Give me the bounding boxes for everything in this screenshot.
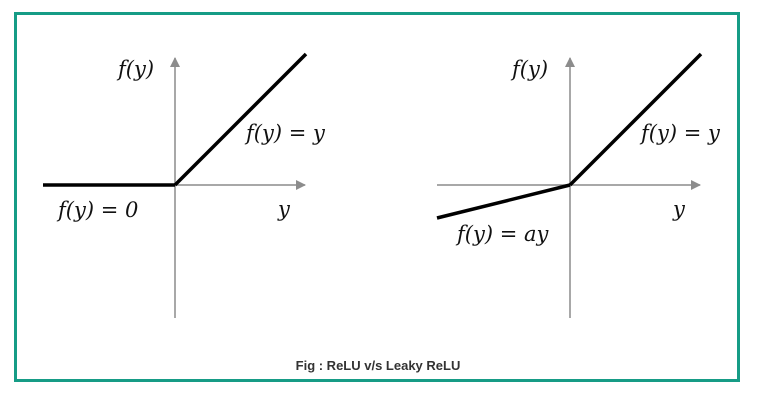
figure-frame <box>14 12 740 382</box>
leaky-relu-panel: f(y) y f(y) = y f(y) = ay <box>436 52 721 318</box>
leaky-positive-label: f(y) = y <box>639 121 721 145</box>
relu-positive-line <box>173 52 308 187</box>
leaky-negative-line <box>436 183 571 220</box>
figure-caption: Fig : ReLU v/s Leaky ReLU <box>296 358 461 373</box>
relu-y-axis-label: f(y) <box>116 57 154 81</box>
leaky-negative-label: f(y) = ay <box>455 222 549 246</box>
leaky-y-axis-label: f(y) <box>510 57 548 81</box>
relu-panel: f(y) y f(y) = y f(y) = 0 <box>43 52 326 318</box>
relu-positive-label: f(y) = y <box>244 121 326 145</box>
leaky-positive-line <box>568 52 703 187</box>
leaky-x-axis-label: y <box>672 197 686 221</box>
relu-x-axis-label: y <box>277 197 291 221</box>
relu-negative-label: f(y) = 0 <box>56 198 138 222</box>
